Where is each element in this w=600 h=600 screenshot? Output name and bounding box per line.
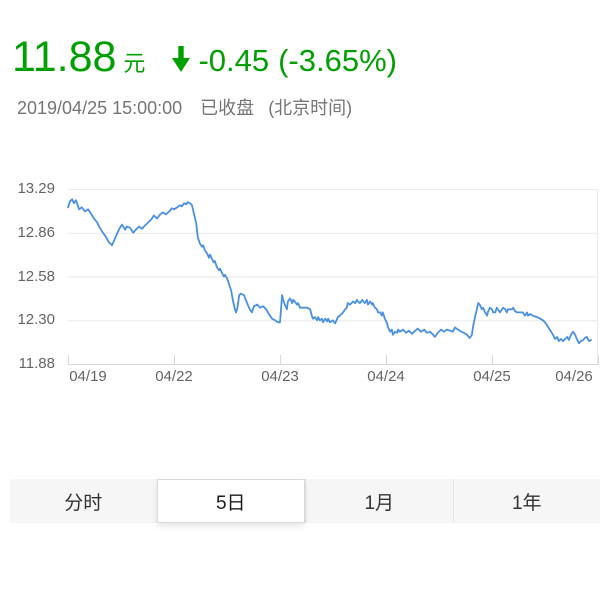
x-axis-label: 04/26 xyxy=(555,368,593,385)
x-axis-label: 04/22 xyxy=(155,368,193,385)
price-change: -0.45 xyxy=(198,43,270,78)
tab-label: 5日 xyxy=(215,492,246,514)
quote-meta-row: 2019/04/25 15:00:00 已收盘 (北京时间) xyxy=(17,94,352,120)
tab-1month[interactable]: 1月 xyxy=(305,479,453,523)
period-tabbar: 分时 5日 1月 1年 xyxy=(10,479,600,523)
tab-minute[interactable]: 分时 xyxy=(10,479,157,523)
x-axis-label: 04/23 xyxy=(261,368,299,385)
current-price: 11.88 xyxy=(12,33,117,81)
tab-label: 分时 xyxy=(64,492,103,514)
y-axis-label: 12.86 xyxy=(17,223,55,241)
y-axis-label: 12.30 xyxy=(17,311,55,329)
y-axis-label: 12.58 xyxy=(17,267,55,285)
y-axis-label: 13.29 xyxy=(17,180,55,197)
tab-label: 1月 xyxy=(364,492,395,514)
timezone-label: (北京时间) xyxy=(268,98,353,118)
tab-1year[interactable]: 1年 xyxy=(452,479,600,523)
tab-label: 1年 xyxy=(511,492,542,514)
x-axis-label: 04/19 xyxy=(69,368,107,385)
quote-datetime: 2019/04/25 15:00:00 xyxy=(17,98,183,118)
price-down-arrow-icon xyxy=(171,46,191,77)
x-axis-label: 04/24 xyxy=(367,368,405,385)
market-status: 已收盘 xyxy=(200,98,255,118)
price-chart[interactable] xyxy=(0,0,600,430)
price-line xyxy=(67,198,592,345)
y-axis-label: 11.88 xyxy=(18,355,55,372)
currency-unit: 元 xyxy=(123,51,146,76)
price-change-percent: (-3.65%) xyxy=(278,43,397,78)
price-header: 11.88 元 -0.45 (-3.65%) xyxy=(12,36,397,79)
tab-5day[interactable]: 5日 xyxy=(156,479,305,523)
x-axis-label: 04/25 xyxy=(473,368,511,385)
